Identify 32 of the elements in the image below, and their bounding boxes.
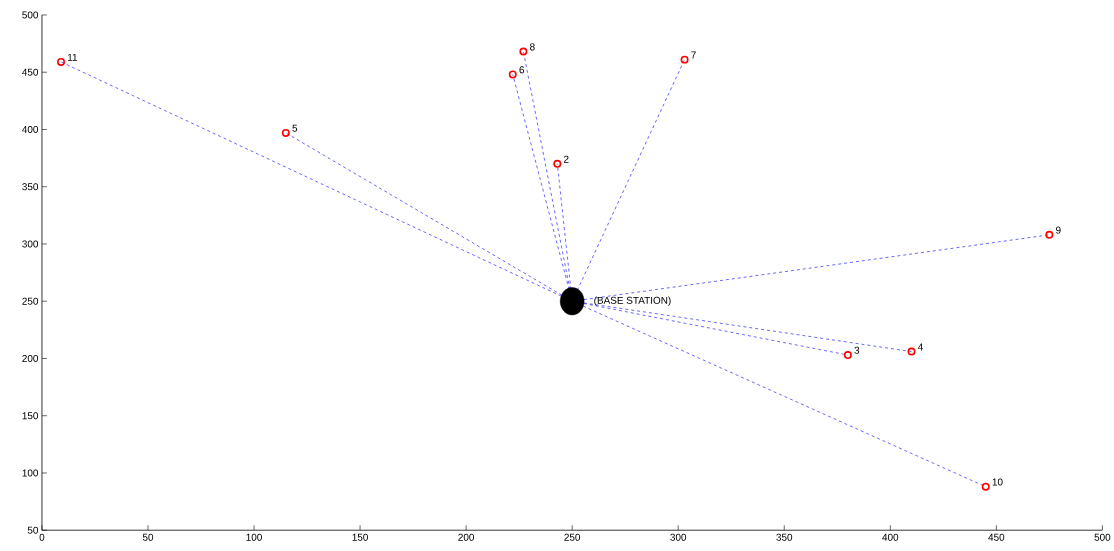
annotation: 5 [292,124,298,132]
annotation: 10 [992,478,1003,486]
y-tick-label: 500 [22,11,39,19]
y-tick-label: 350 [22,183,39,191]
annotation: 2 [564,155,569,163]
y-tick-label: 150 [22,412,39,420]
x-tick-label: 200 [458,533,475,541]
annotation: 4 [917,343,923,351]
annotation: (BASE STATION) [594,296,671,306]
x-tick-label: 350 [776,533,793,541]
x-tick-label: 250 [564,533,581,541]
x-tick-label: 450 [988,533,1005,541]
x-tick-label: 100 [246,533,262,541]
x-tick-label: 150 [352,533,368,541]
x-tick-label: 0 [39,533,45,541]
y-tick-label: 100 [22,469,39,477]
x-tick-label: 300 [670,533,687,541]
annotation: 8 [530,43,535,51]
annotation: 3 [854,346,860,354]
y-tick-label: 400 [22,125,39,133]
y-tick-label: 450 [22,68,39,76]
annotation: 11 [67,53,78,61]
y-tick-label: 200 [22,354,39,362]
y-tick-label: 50 [27,526,39,534]
annotation: 7 [691,51,696,59]
x-tick-label: 400 [882,533,899,541]
x-tick-label: 50 [142,533,154,541]
y-tick-label: 250 [22,297,39,305]
annotation: 9 [1056,226,1061,234]
y-tick-label: 300 [22,240,39,248]
x-tick-label: 500 [1094,533,1111,541]
annotation: 6 [519,66,525,74]
